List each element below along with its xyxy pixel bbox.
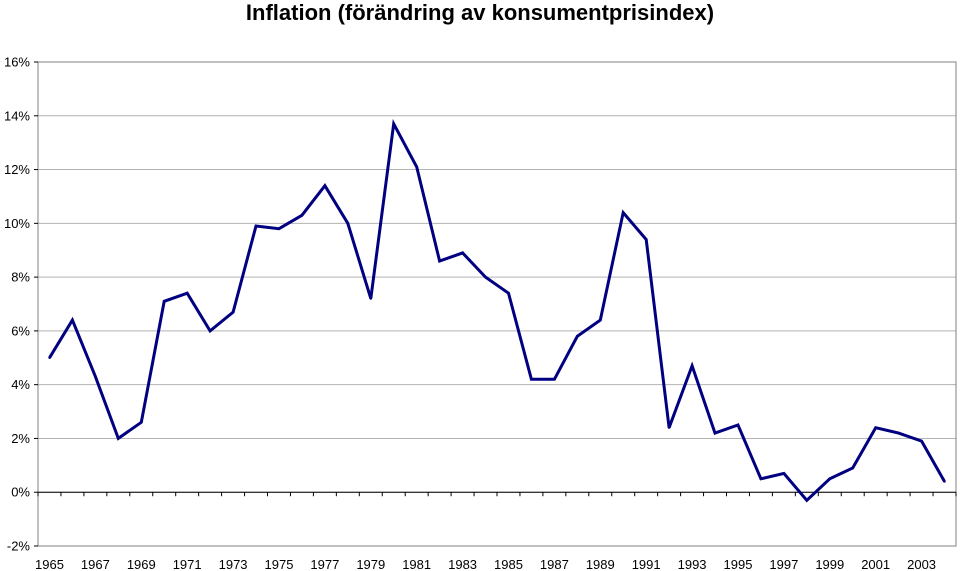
data-point [277,227,281,230]
x-tick-label: 2001 [861,557,890,571]
y-tick-label: -2% [7,539,31,554]
x-tick-label: 1967 [81,557,110,571]
y-tick-label: 2% [11,431,30,446]
data-point [828,477,831,480]
data-point [94,375,97,378]
data-point [415,165,418,169]
series-line [48,118,946,503]
axes [34,61,957,547]
data-point [553,378,556,381]
data-point [645,238,648,241]
x-tick-label: 1985 [494,557,523,571]
data-point [208,329,212,333]
data-point [943,480,946,483]
x-tick-label: 1965 [35,557,64,571]
x-tick-label: 1995 [724,557,753,571]
data-point [254,224,258,228]
data-point [530,378,533,381]
x-tick-label: 1993 [678,557,707,571]
data-point [461,251,464,255]
x-tick-label: 1997 [769,557,798,571]
data-point [805,499,808,502]
x-tick-label: 1983 [448,557,477,571]
x-tick-label: 1987 [540,557,569,571]
x-tick-label: 1991 [632,557,661,571]
data-point [300,214,304,217]
data-point [48,356,51,359]
x-tick-label: 1977 [310,557,339,571]
data-point [507,292,510,295]
x-tick-label: 2003 [907,557,936,571]
y-tick-label: 12% [4,162,30,177]
y-tick-label: 14% [4,108,30,123]
x-tick-label: 1979 [356,557,385,571]
x-tick-labels: 1965 1967 1969 1971 1973 1975 1977 1979 1981 1983… [35,557,936,571]
data-point [622,211,625,214]
x-tick-label: 1975 [265,557,294,571]
plot-area [37,61,957,547]
chart-title: Inflation (förändring av konsumentprisin… [245,0,715,25]
data-point [690,364,694,367]
gridlines [38,115,956,493]
x-tick-label: 1973 [219,557,248,571]
y-tick-label: 4% [11,377,30,392]
y-tick-label: 8% [11,270,30,285]
x-tick-label: 1971 [173,557,202,571]
data-point [599,318,602,322]
data-point [163,300,166,303]
data-point [231,310,235,314]
data-point [874,426,877,429]
x-tick-label: 1981 [402,557,431,571]
y-tick-label: 6% [11,323,30,338]
data-point [438,259,441,263]
data-point [736,423,740,427]
series [48,118,946,503]
x-tick-label: 1989 [586,557,615,571]
data-point [369,297,372,300]
data-point [346,222,349,225]
data-point [713,431,717,435]
y-tick-label: 0% [11,485,30,500]
data-point [920,439,923,443]
data-point [484,275,487,279]
data-point [576,335,579,338]
y-tick-labels: 16% 14% 12% 10% 8% 6% 4% 2% 0% -2% [4,55,30,554]
data-point [897,431,900,435]
data-point [186,292,189,295]
data-point [851,466,854,470]
y-tick-label: 10% [4,216,30,231]
data-point [667,426,671,429]
data-point [759,477,763,480]
data-point [140,421,143,424]
x-tick-label: 1999 [815,557,844,571]
data-point [117,437,120,440]
data-point [782,472,786,475]
data-point [71,318,74,322]
data-point [392,122,395,126]
x-tick-label: 1969 [127,557,156,571]
data-point [323,184,327,187]
y-tick-label: 16% [4,55,30,70]
